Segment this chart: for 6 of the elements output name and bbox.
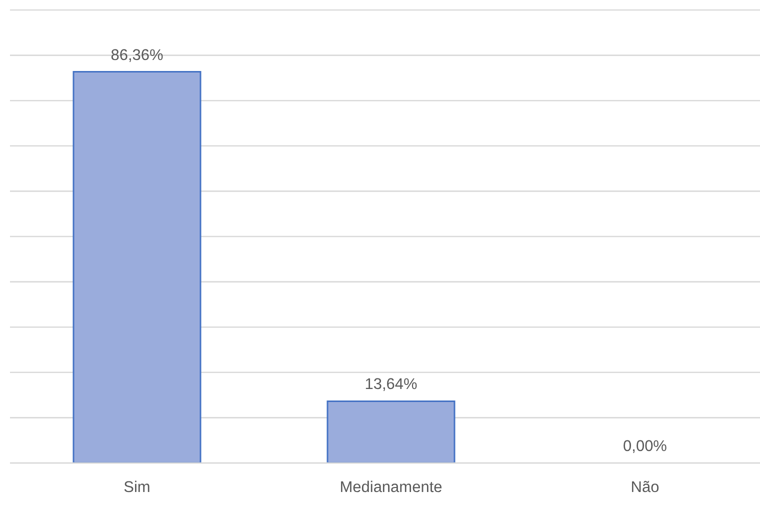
data-label: 13,64% bbox=[364, 376, 418, 394]
x-tick-label: Não bbox=[630, 479, 660, 496]
x-tick-label: Sim bbox=[124, 479, 150, 496]
data-label: 0,00% bbox=[623, 438, 668, 455]
data-label: 86,36% bbox=[110, 46, 164, 64]
x-tick-label: Medianamente bbox=[340, 479, 442, 496]
